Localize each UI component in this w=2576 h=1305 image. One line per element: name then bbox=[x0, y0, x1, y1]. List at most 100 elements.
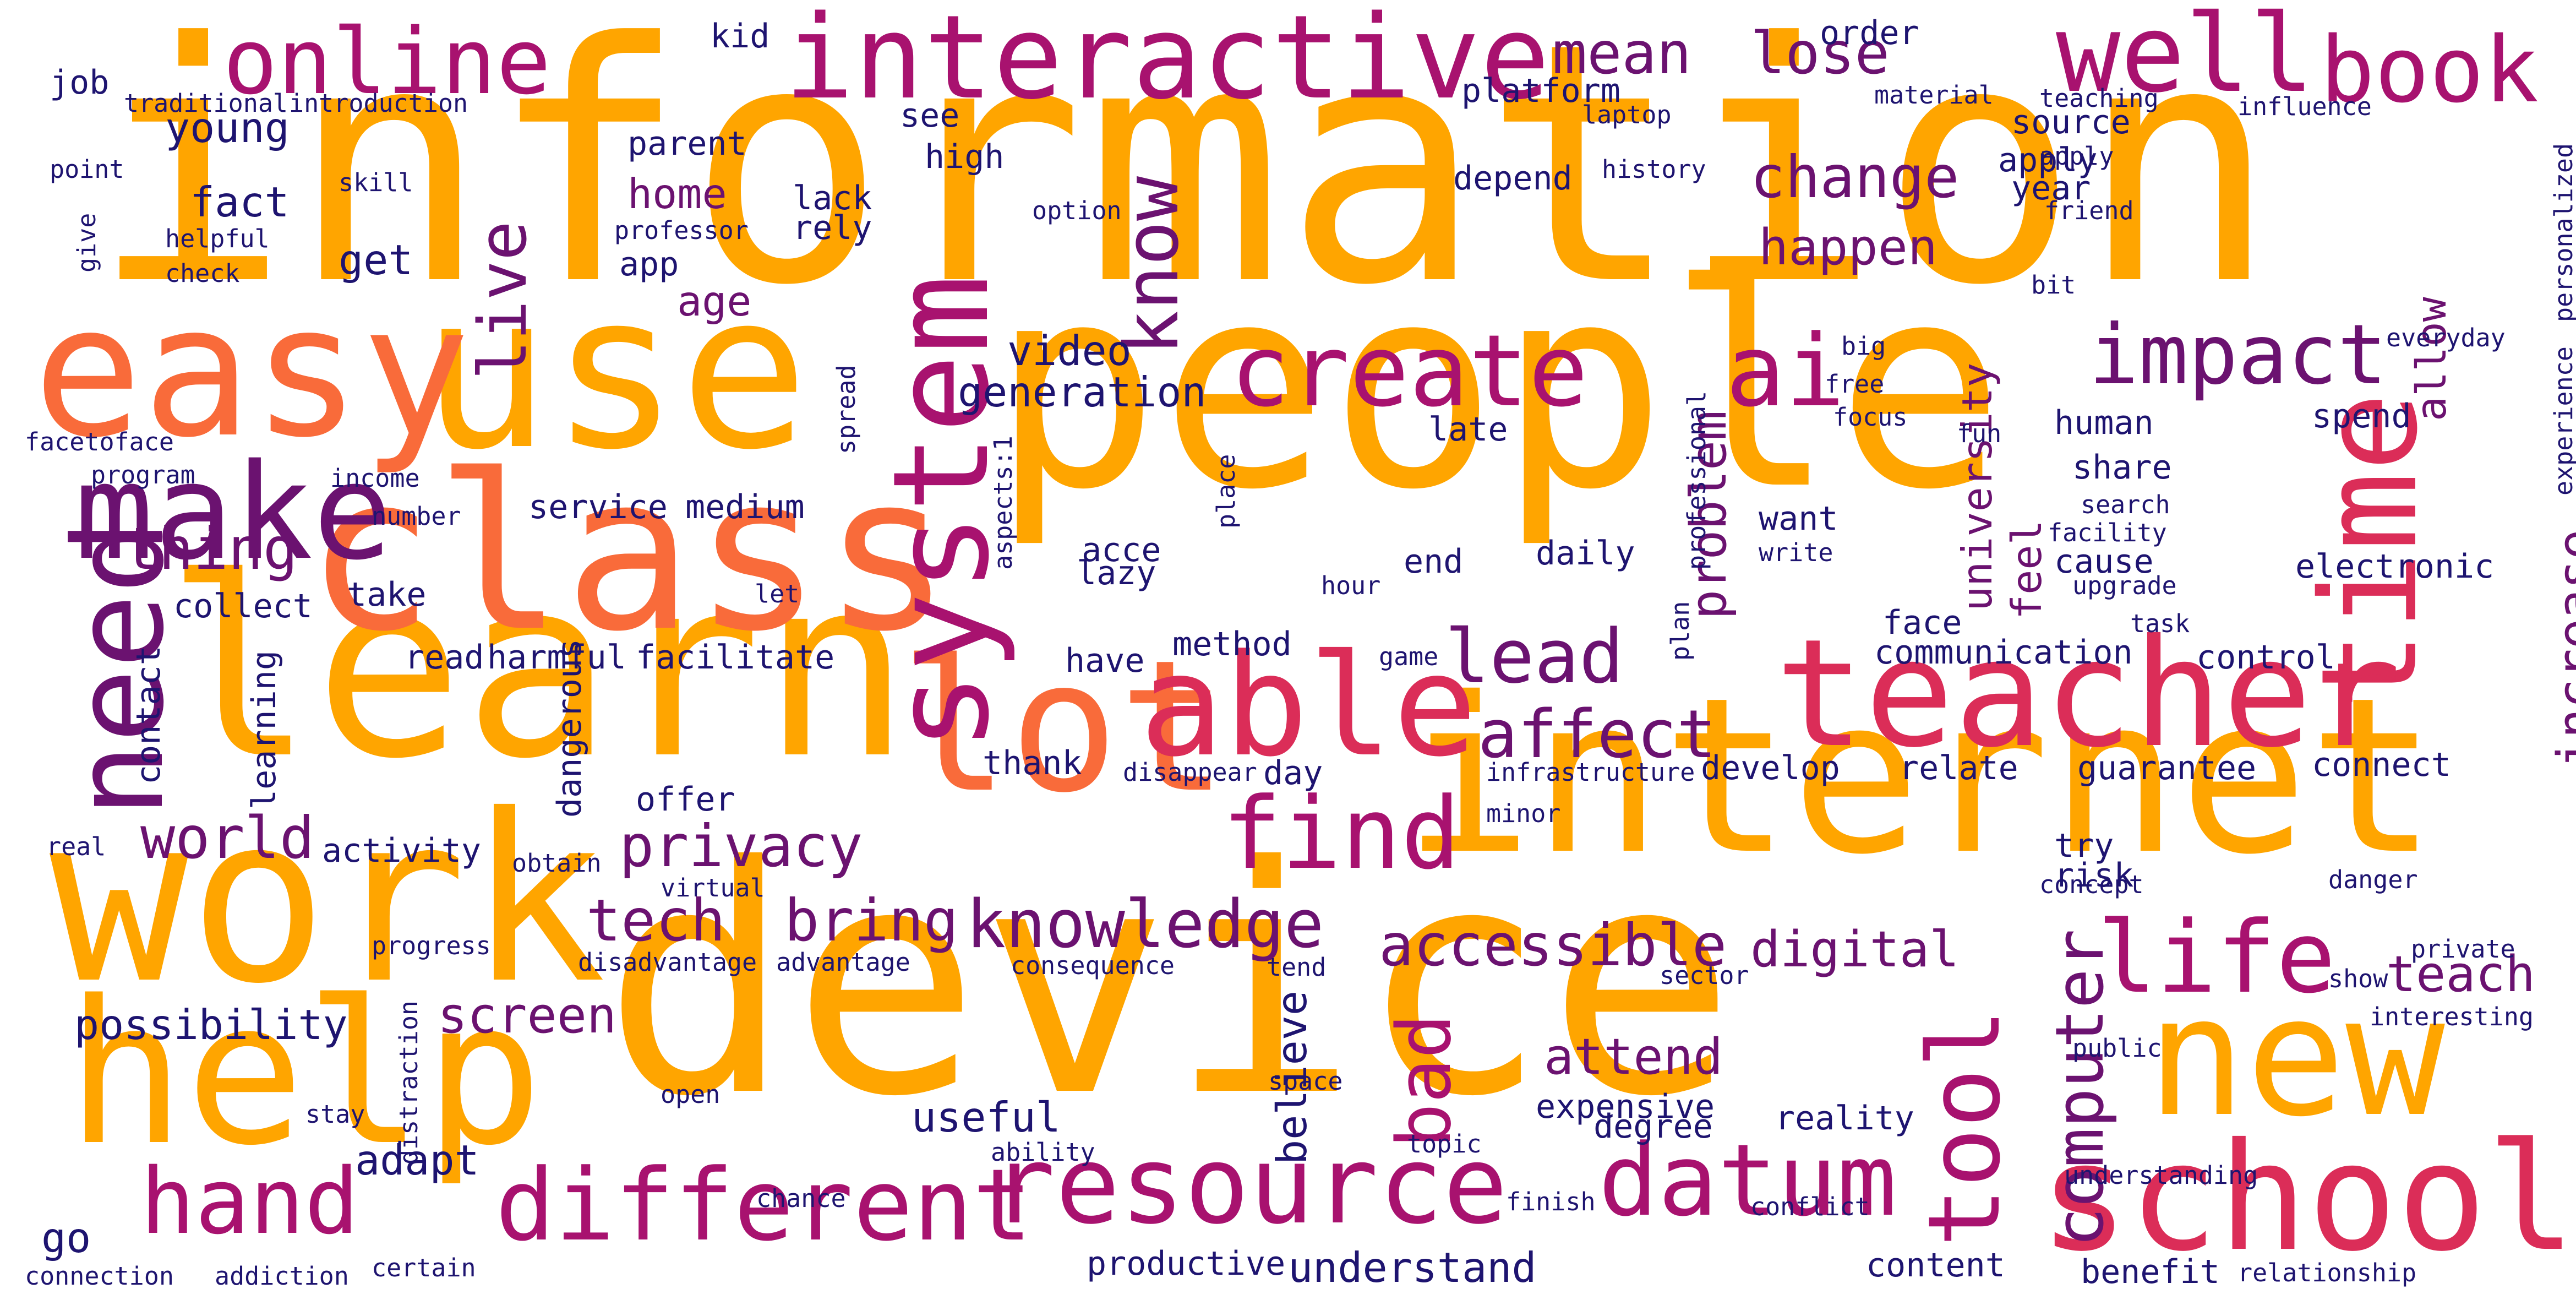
word-check: check bbox=[165, 259, 240, 288]
word-understand: understand bbox=[1288, 1243, 1537, 1292]
word-thank: thank bbox=[983, 744, 1082, 782]
word-video: video bbox=[1007, 327, 1132, 375]
word-feel: feel bbox=[2002, 520, 2051, 619]
word-point: point bbox=[50, 155, 124, 184]
word-allow: allow bbox=[2407, 297, 2455, 421]
word-influence: influence bbox=[2237, 92, 2372, 121]
word-write: write bbox=[1759, 538, 1833, 567]
word-activity: activity bbox=[322, 831, 481, 870]
word-understanding: understanding bbox=[2064, 1161, 2258, 1190]
word-ai: ai bbox=[1726, 314, 1845, 429]
word-make: make bbox=[74, 435, 392, 589]
word-impact: impact bbox=[2089, 307, 2387, 403]
word-space: space bbox=[1268, 1067, 1343, 1096]
word-risk: risk bbox=[2054, 856, 2134, 895]
word-give: give bbox=[72, 213, 101, 273]
word-helpful: helpful bbox=[165, 224, 270, 253]
word-book: book bbox=[2320, 17, 2539, 123]
word-connection: connection bbox=[25, 1262, 174, 1291]
word-task: task bbox=[2130, 609, 2190, 638]
word-try: try bbox=[2054, 827, 2114, 865]
word-facility: facility bbox=[2048, 518, 2167, 547]
word-people: people bbox=[991, 225, 2005, 551]
word-disappear: disappear bbox=[1123, 758, 1257, 787]
word-topic: topic bbox=[1407, 1129, 1482, 1159]
word-new: new bbox=[2147, 961, 2445, 1153]
word-rely: rely bbox=[793, 209, 872, 247]
word-possibility: possibility bbox=[74, 1001, 348, 1049]
word-danger: danger bbox=[2328, 865, 2418, 894]
word-expensive: expensive bbox=[1536, 1088, 1715, 1126]
word-app: app bbox=[619, 245, 679, 284]
word-generation: generation bbox=[958, 368, 1207, 416]
word-infrastructure: infrastructure bbox=[1486, 758, 1695, 787]
word-develop: develop bbox=[1701, 749, 1840, 787]
word-teacher: teacher bbox=[1775, 607, 2402, 780]
word-collect: collect bbox=[173, 587, 313, 626]
word-plan: plan bbox=[1666, 601, 1695, 661]
word-knowledge: knowledge bbox=[966, 887, 1324, 963]
word-see: see bbox=[900, 96, 960, 135]
word-fact: fact bbox=[190, 178, 290, 226]
word-medium: medium bbox=[685, 488, 805, 526]
word-different: different bbox=[495, 1148, 1033, 1263]
word-tech: tech bbox=[586, 887, 725, 954]
word-interactive: interactive bbox=[784, 0, 1550, 125]
word-privacy: privacy bbox=[619, 813, 863, 880]
word-tend: tend bbox=[1267, 953, 1327, 982]
word-fun: fun bbox=[1957, 419, 2002, 448]
word-digital: digital bbox=[1750, 921, 1960, 978]
word-life: life bbox=[2097, 900, 2336, 1015]
word-free: free bbox=[1825, 369, 1885, 399]
word-spread: spread bbox=[832, 365, 861, 454]
word-electronic: electronic bbox=[2295, 547, 2495, 586]
word-cause: cause bbox=[2054, 542, 2154, 581]
word-young: young bbox=[165, 104, 290, 152]
word-daily: daily bbox=[1536, 534, 1635, 573]
word-obtain: obtain bbox=[512, 849, 602, 878]
word-internet: internet bbox=[1404, 651, 2438, 901]
word-hour: hour bbox=[1321, 571, 1381, 600]
word-attend: attend bbox=[1544, 1028, 1723, 1086]
word-high: high bbox=[925, 138, 1005, 176]
word-system: system bbox=[864, 274, 1018, 752]
word-help: help bbox=[66, 958, 543, 1189]
word-sector: sector bbox=[1660, 961, 1749, 990]
word-upgrade: upgrade bbox=[2072, 571, 2177, 600]
word-learn: learn bbox=[165, 525, 911, 813]
word-relate: relate bbox=[1899, 749, 2018, 787]
word-useful: useful bbox=[912, 1093, 1061, 1141]
word-kid: kid bbox=[710, 17, 770, 56]
word-facilitate: facilitate bbox=[636, 638, 835, 677]
word-learning: learning bbox=[245, 650, 283, 809]
word-material: material bbox=[1874, 80, 1994, 110]
word-tool: tool bbox=[1907, 1008, 2022, 1247]
word-late: late bbox=[1428, 410, 1508, 449]
word-harmful: harmful bbox=[487, 638, 626, 677]
word-disadvantage: disadvantage bbox=[578, 948, 757, 977]
word-concept: concept bbox=[2039, 870, 2144, 899]
word-face: face bbox=[1882, 603, 1962, 642]
word-share: share bbox=[2072, 448, 2172, 487]
word-lead: lead bbox=[1445, 613, 1624, 700]
word-resource: resource bbox=[991, 1123, 1508, 1248]
word-public: public bbox=[2072, 1034, 2162, 1063]
word-professor: professor bbox=[614, 216, 749, 245]
word-lack: lack bbox=[793, 179, 872, 218]
word-finish: finish bbox=[1506, 1187, 1596, 1216]
word-method: method bbox=[1172, 625, 1292, 664]
word-live: live bbox=[465, 221, 542, 380]
word-bring: bring bbox=[784, 887, 959, 954]
word-service: service bbox=[528, 488, 668, 526]
word-well: well bbox=[2056, 0, 2315, 116]
word-affect: affect bbox=[1478, 697, 1717, 773]
word-productive: productive bbox=[1087, 1244, 1286, 1283]
word-control: control bbox=[2196, 638, 2335, 677]
word-ability: ability bbox=[991, 1138, 1095, 1167]
word-interesting: interesting bbox=[2370, 1002, 2534, 1031]
word-teach: teach bbox=[2386, 945, 2535, 1003]
word-virtual: virtual bbox=[661, 873, 765, 902]
word-guarantee: guarantee bbox=[2077, 749, 2257, 787]
word-dangerous: dangerous bbox=[550, 638, 589, 818]
